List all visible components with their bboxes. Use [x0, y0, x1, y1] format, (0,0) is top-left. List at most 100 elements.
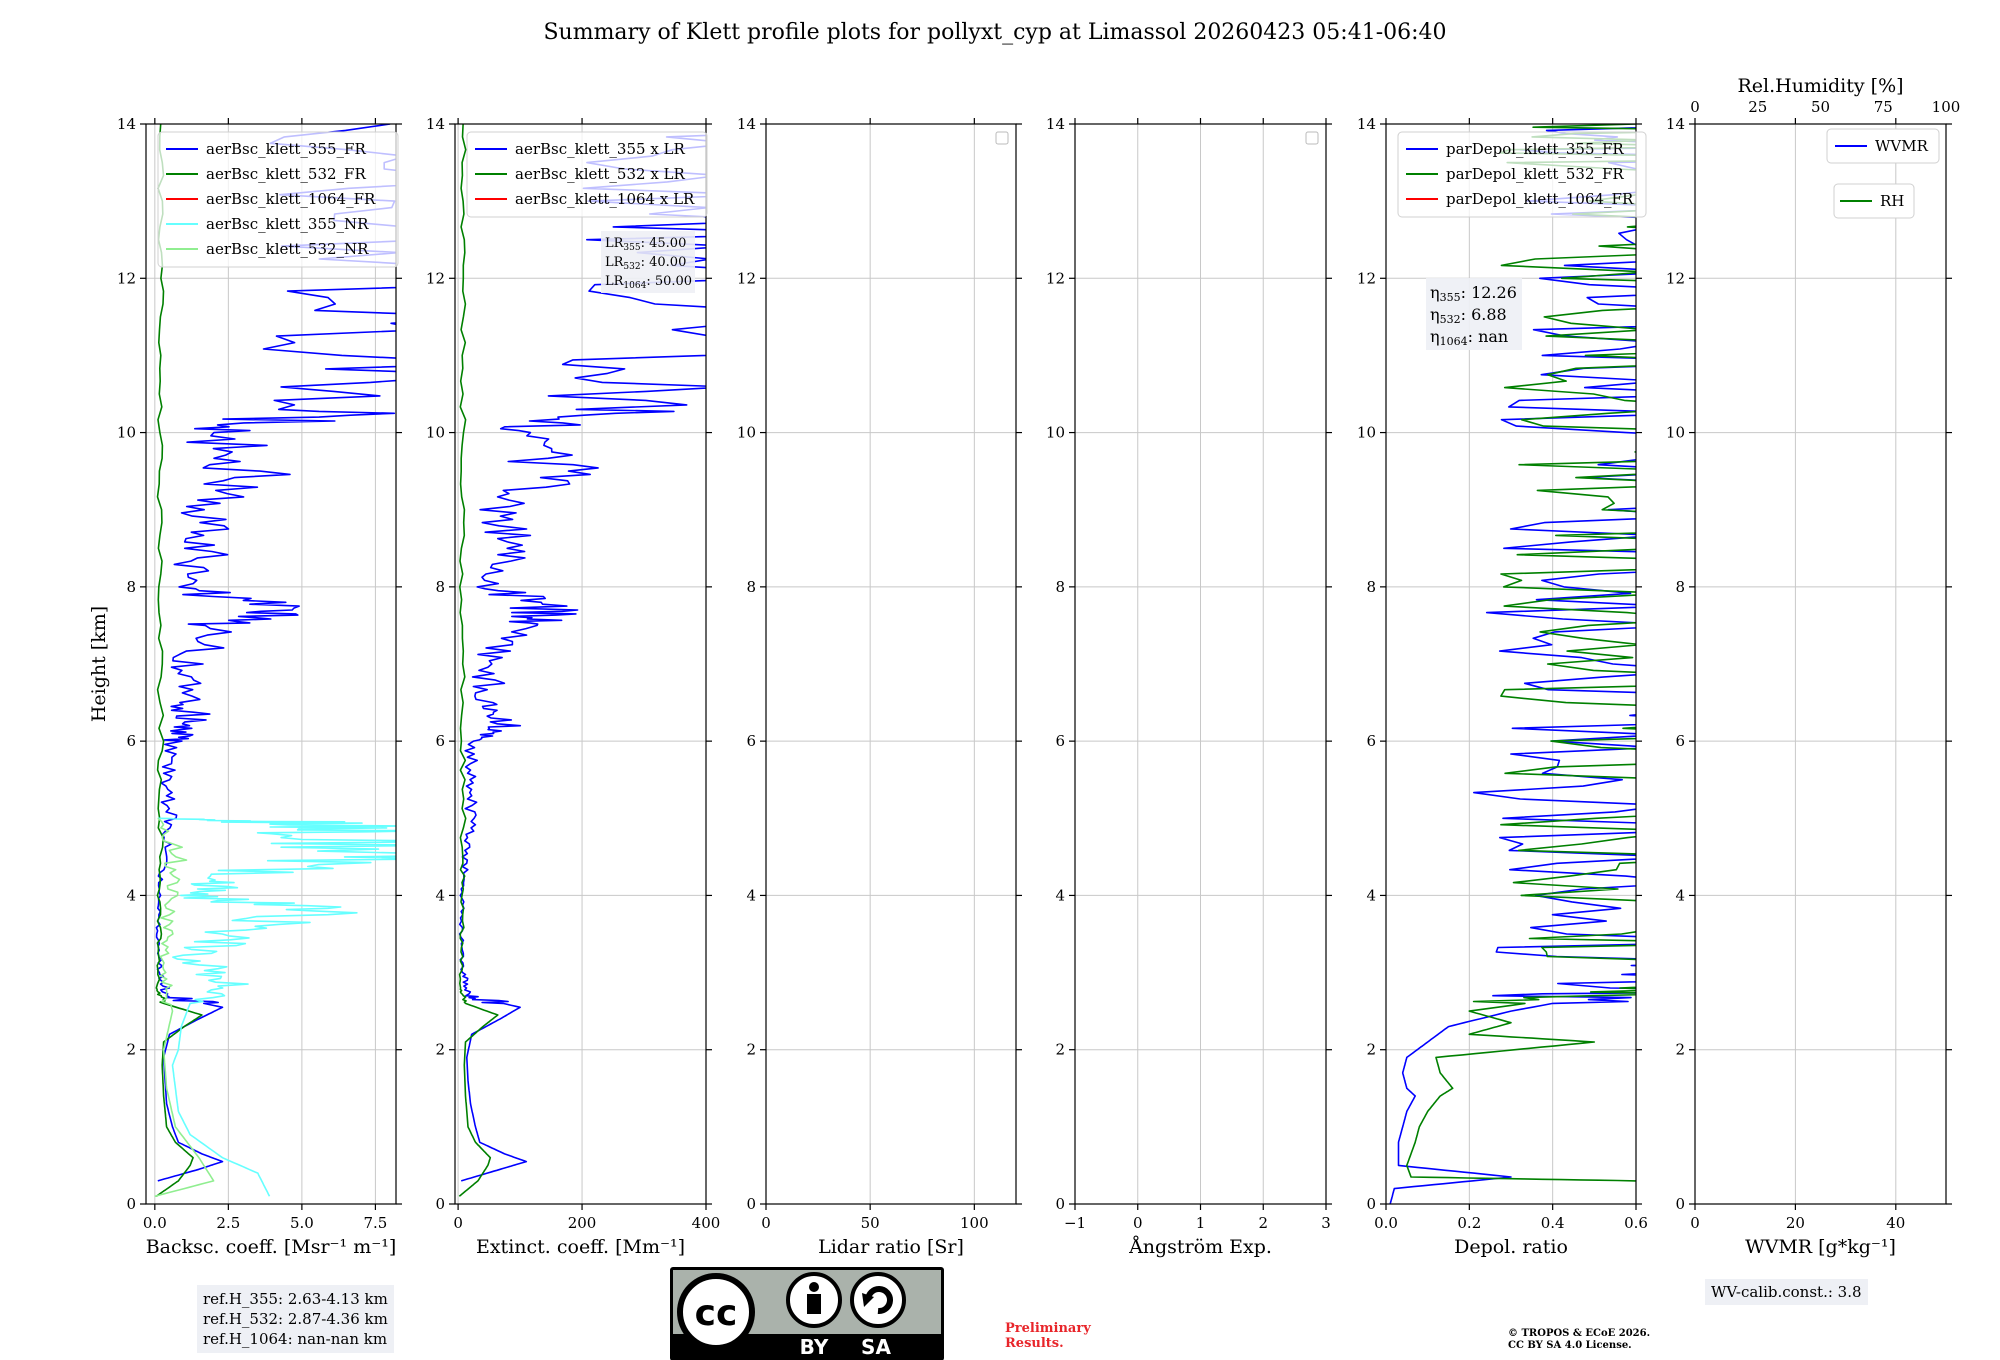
series-line-aerBsc_klett_355 x LR [458, 124, 706, 1182]
x-tick-label: 0 [453, 1214, 463, 1232]
reference-height-box: ref.H_355: 2.63-4.13 km ref.H_532: 2.87-… [197, 1285, 394, 1353]
legend-label: aerBsc_klett_532_NR [206, 240, 369, 258]
y-tick-label: 14 [117, 115, 136, 133]
y-tick-label: 4 [1055, 886, 1065, 904]
x-tick-label: 2 [1258, 1214, 1268, 1232]
preliminary-line-2: Results. [1005, 1336, 1064, 1351]
panel-extinction: 0 200 400 0 2 4 6 8 10 12 14 Extinct. coeff. [Mm⁻¹]… [426, 115, 721, 1258]
series-group [458, 124, 706, 1197]
y-tick-label: 6 [435, 732, 445, 750]
series-group [1389, 124, 1636, 1204]
x-tick-label: 1 [1196, 1214, 1206, 1232]
legend-label: aerBsc_klett_532 x LR [515, 165, 686, 183]
x-tick-label: 20 [1786, 1214, 1805, 1232]
panel-wvmr: 0 20 40 0 2 4 6 8 10 12 14 WVMR [g*kg⁻¹] 0 25 50 75 100 R… [1666, 75, 1960, 1258]
top-x-tick-label: 0 [1690, 98, 1700, 116]
y-tick-label: 14 [426, 115, 445, 133]
legend-box-rh [1833, 183, 1915, 219]
y-tick-label: 8 [1366, 578, 1376, 596]
legend-label: aerBsc_klett_355 x LR [515, 140, 686, 158]
preliminary-line-1: Preliminary [1005, 1321, 1091, 1336]
y-tick-label: 6 [126, 732, 136, 750]
y-tick-label: 12 [737, 269, 756, 287]
wv-calib-constant: WV-calib.const.: 3.8 [1705, 1279, 1868, 1305]
legend-label-wvmr: WVMR [1875, 137, 1929, 155]
x-tick-label: 0.4 [1541, 1214, 1565, 1232]
by-label: BY [800, 1335, 829, 1359]
x-tick-label: 0.6 [1624, 1214, 1648, 1232]
y-tick-label: 6 [1055, 732, 1065, 750]
y-tick-label: 0 [1366, 1195, 1376, 1213]
x-tick-label: 2.5 [216, 1214, 240, 1232]
ref-height-532: ref.H_532: 2.87-4.36 km [203, 1310, 388, 1328]
series-group [154, 124, 396, 1198]
series-line-aerBsc_klett_532_FR [155, 124, 203, 1197]
x-axis-label: Extinct. coeff. [Mm⁻¹] [476, 1236, 685, 1258]
top-x-tick-label: 100 [1932, 98, 1961, 116]
y-tick-label: 2 [126, 1041, 136, 1059]
y-tick-label: 6 [1675, 732, 1685, 750]
y-tick-label: 0 [126, 1195, 136, 1213]
eta-label: η355: 12.26 [1430, 283, 1517, 304]
y-tick-label: 14 [1357, 115, 1376, 133]
x-axis-label: Depol. ratio [1454, 1236, 1568, 1258]
y-tick-label: 2 [1675, 1041, 1685, 1059]
x-tick-label: −1 [1064, 1214, 1086, 1232]
axes-frame [454, 123, 707, 1205]
x-tick-label: 0.0 [1374, 1214, 1398, 1232]
ref-height-355: ref.H_355: 2.63-4.13 km [203, 1290, 388, 1308]
panel-backscatter: 0.0 2.5 5.0 7.5 0 2 4 6 8 10 12 14 Backsc. coeff. [M… [88, 115, 402, 1258]
legend-label: parDepol_klett_1064_FR [1446, 190, 1634, 208]
empty-legend-box [995, 131, 1009, 145]
legend-label: aerBsc_klett_1064_FR [206, 190, 376, 208]
series-line-aerBsc_klett_355_NR [157, 817, 396, 1197]
ref-height-1064: ref.H_1064: nan-nan km [203, 1330, 388, 1348]
x-tick-label: 0 [1133, 1214, 1143, 1232]
y-tick-label: 12 [1357, 269, 1376, 287]
y-axis-label: Height [km] [88, 606, 110, 722]
x-tick-label: 3 [1321, 1214, 1331, 1232]
y-tick-label: 0 [746, 1195, 756, 1213]
y-tick-label: 10 [1357, 424, 1376, 442]
x-tick-label: 200 [568, 1214, 597, 1232]
legend-label: aerBsc_klett_532_FR [206, 165, 366, 183]
y-tick-label: 2 [746, 1041, 756, 1059]
series-line-aerBsc_klett_532_NR [154, 817, 215, 1198]
y-tick-label: 14 [737, 115, 756, 133]
y-tick-label: 8 [435, 578, 445, 596]
sa-share-icon [850, 1272, 906, 1328]
top-x-tick-label: 25 [1748, 98, 1767, 116]
y-tick-label: 2 [1055, 1041, 1065, 1059]
legend-label: parDepol_klett_532_FR [1446, 165, 1624, 183]
x-tick-label: 0.0 [143, 1214, 167, 1232]
y-tick-label: 4 [746, 886, 756, 904]
top-x-tick-label: 75 [1874, 98, 1893, 116]
y-tick-label: 8 [746, 578, 756, 596]
top-x-tick-label: 50 [1811, 98, 1830, 116]
y-tick-label: 12 [426, 269, 445, 287]
x-axis-label: Lidar ratio [Sr] [818, 1236, 964, 1258]
y-tick-label: 0 [1675, 1195, 1685, 1213]
cc-text: cc [695, 1293, 738, 1334]
legend-label: aerBsc_klett_355_NR [206, 215, 369, 233]
x-tick-label: 100 [960, 1214, 989, 1232]
axes-frame [1385, 123, 1637, 1205]
series-line-parDepol_klett_355_FR [1389, 124, 1636, 1204]
lidar-ratio-label: LR1064: 50.00 [605, 274, 692, 291]
cc-license-badge: cc BY SA [670, 1267, 944, 1360]
y-tick-label: 2 [1366, 1041, 1376, 1059]
y-tick-label: 6 [1366, 732, 1376, 750]
y-tick-label: 10 [737, 424, 756, 442]
y-tick-label: 0 [435, 1195, 445, 1213]
y-tick-label: 4 [1675, 886, 1685, 904]
series-line-parDepol_klett_532_FR [1406, 124, 1636, 1182]
y-tick-label: 6 [746, 732, 756, 750]
y-tick-label: 4 [435, 886, 445, 904]
y-tick-label: 12 [1046, 269, 1065, 287]
x-axis-label: Backsc. coeff. [Msr⁻¹ m⁻¹] [146, 1236, 397, 1258]
x-tick-label: 400 [692, 1214, 721, 1232]
axes-frame [145, 123, 397, 1205]
legend-box-wvmr [1826, 128, 1940, 164]
legend-box [157, 131, 399, 268]
axes-frame [1694, 123, 1947, 1205]
